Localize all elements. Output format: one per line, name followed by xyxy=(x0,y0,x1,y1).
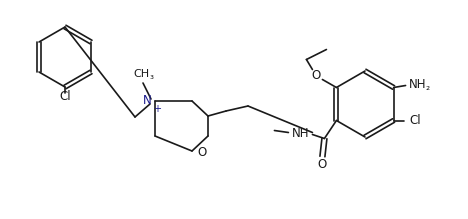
Text: NH: NH xyxy=(292,127,309,140)
Text: O: O xyxy=(312,69,321,82)
Text: +: + xyxy=(153,104,161,114)
Text: O: O xyxy=(197,147,207,159)
Text: ₂: ₂ xyxy=(425,83,430,92)
Text: NH: NH xyxy=(409,78,426,91)
Text: CH: CH xyxy=(133,69,149,79)
Text: Cl: Cl xyxy=(410,114,421,127)
Text: N: N xyxy=(143,94,151,106)
Text: Cl: Cl xyxy=(59,90,71,104)
Text: ₃: ₃ xyxy=(149,71,153,81)
Text: O: O xyxy=(318,158,327,171)
